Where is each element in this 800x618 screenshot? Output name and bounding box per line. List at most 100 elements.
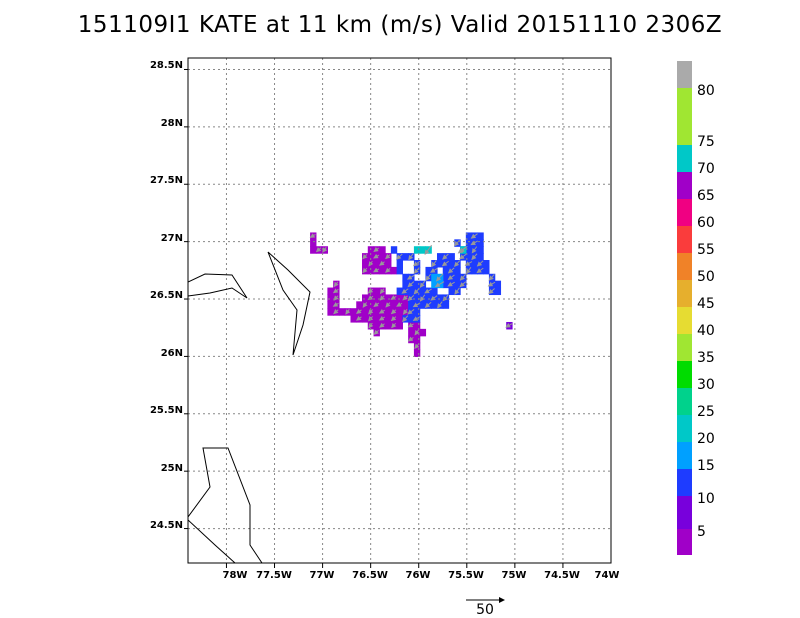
wind-cell — [327, 294, 334, 302]
wind-cell — [373, 260, 380, 268]
colorbar-swatch — [677, 442, 692, 469]
colorbar-label: 80 — [697, 83, 715, 99]
colorbar-swatch — [677, 529, 692, 555]
lon-tick-label: 74W — [595, 570, 620, 581]
wind-vector-arrow-icon — [425, 273, 431, 282]
colorbar-label: 25 — [697, 404, 715, 420]
wind-cell — [362, 315, 369, 323]
wind-cell — [442, 301, 450, 309]
wind-vector-arrow-icon — [401, 288, 409, 294]
wind-cell — [350, 308, 357, 316]
lat-tick-label: 27.5N — [150, 175, 183, 186]
lon-tick-label: 74.5W — [544, 570, 580, 581]
wind-vector-arrow-icon — [476, 260, 484, 267]
wind-cell — [436, 294, 444, 302]
colorbar-swatch — [677, 61, 692, 88]
colorbar-label: 35 — [697, 350, 715, 366]
colorbar-swatch — [677, 415, 692, 442]
wind-vector-arrow-icon — [442, 253, 449, 260]
reference-vector-label: 50 — [476, 602, 494, 618]
wind-cell — [419, 328, 427, 337]
colorbar-label: 10 — [697, 491, 715, 507]
wind-vector-arrow-icon — [332, 288, 339, 294]
lat-labels: 28.5N 28N 27.5N 27N 26.5N 26N 25.5N 25N … — [150, 60, 183, 531]
wind-cell — [379, 301, 386, 309]
wind-cell — [310, 239, 317, 247]
wind-vector-arrow-icon — [390, 295, 397, 300]
wind-vector-arrow-icon — [424, 288, 432, 294]
colorbar-label: 20 — [697, 431, 715, 447]
wind-vector-arrow-icon — [390, 309, 397, 315]
wind-vector-arrow-icon — [402, 309, 408, 315]
wind-cell — [373, 294, 380, 302]
wind-vector-arrow-icon — [407, 336, 414, 342]
wind-cell — [419, 301, 427, 309]
wind-vector-arrow-icon — [385, 302, 391, 308]
wind-cell — [442, 266, 450, 275]
colorbar-label: 70 — [697, 161, 715, 177]
colorbar-labels: 5 10 15 20 25 30 35 40 45 50 55 60 65 70… — [697, 83, 715, 540]
colorbar-label: 5 — [697, 524, 706, 540]
colorbar-swatch — [677, 199, 692, 226]
wind-cell — [367, 301, 375, 309]
wind-cell — [350, 315, 357, 323]
colorbar-swatch — [677, 469, 692, 496]
wind-vector-arrow-icon — [459, 281, 467, 288]
wind-vector-arrow-icon — [368, 322, 374, 329]
wind-vector-arrow-icon — [487, 281, 496, 287]
wind-cell — [310, 246, 317, 254]
wind-cell — [373, 315, 380, 323]
wind-vector-arrow-icon — [345, 309, 351, 315]
wind-cell — [448, 287, 455, 296]
reference-vector: 50 — [466, 597, 505, 618]
wind-cell — [483, 260, 490, 268]
wind-vector-arrow-icon — [355, 308, 362, 314]
wind-cell — [413, 349, 421, 358]
lon-tick-label: 75.5W — [448, 570, 484, 581]
wind-vector-arrow-icon — [391, 322, 397, 329]
wind-cell — [367, 266, 375, 275]
wind-cell — [390, 301, 398, 309]
wind-cell — [408, 301, 415, 309]
wind-cell — [465, 246, 473, 254]
wind-cell — [419, 287, 427, 296]
colorbar-swatch — [677, 307, 692, 334]
wind-cell — [402, 253, 409, 261]
wind-cell — [425, 294, 432, 302]
wind-cell — [477, 232, 484, 240]
colorbar-swatch — [677, 496, 692, 529]
wind-cell — [396, 294, 403, 302]
colorbar-swatch — [677, 388, 692, 415]
wind-vector-arrow-icon — [408, 253, 414, 261]
wind-vector-arrow-icon — [430, 295, 438, 301]
wind-cell — [396, 315, 403, 323]
wind-vector-arrow-icon — [457, 246, 468, 254]
wind-cell — [402, 280, 409, 289]
wind-vector-arrow-icon — [367, 288, 374, 294]
wind-vector-arrow-icon — [379, 295, 385, 301]
wind-vector-arrow-icon — [441, 260, 449, 267]
plot-frame — [187, 57, 612, 564]
wind-cell — [431, 273, 438, 282]
wind-cell — [483, 266, 490, 275]
wind-vector-arrow-icon — [488, 288, 495, 295]
colorbar-label: 75 — [697, 134, 715, 150]
colorbar-label: 55 — [697, 242, 715, 258]
wind-vector-arrow-icon — [436, 273, 444, 282]
wind-cell — [413, 335, 421, 344]
wind-cell — [408, 328, 415, 337]
wind-vector-arrow-icon — [414, 343, 420, 349]
wind-speed-cells — [310, 232, 513, 358]
wind-cell — [413, 308, 421, 316]
wind-cell — [477, 253, 484, 261]
colorbar-label: 50 — [697, 269, 715, 285]
colorbar-label: 30 — [697, 377, 715, 393]
wind-cell — [477, 239, 484, 247]
wind-vector-arrow-icon — [373, 329, 379, 335]
wind-cell — [471, 260, 478, 268]
wind-vector-arrow-icon — [412, 260, 421, 267]
wind-vector-arrow-icon — [373, 253, 380, 259]
page-title: 151109I1 KATE at 11 km (m/s) Valid 20151… — [77, 12, 723, 38]
wind-cell — [362, 294, 369, 302]
wind-vector-arrow-icon — [424, 301, 432, 308]
